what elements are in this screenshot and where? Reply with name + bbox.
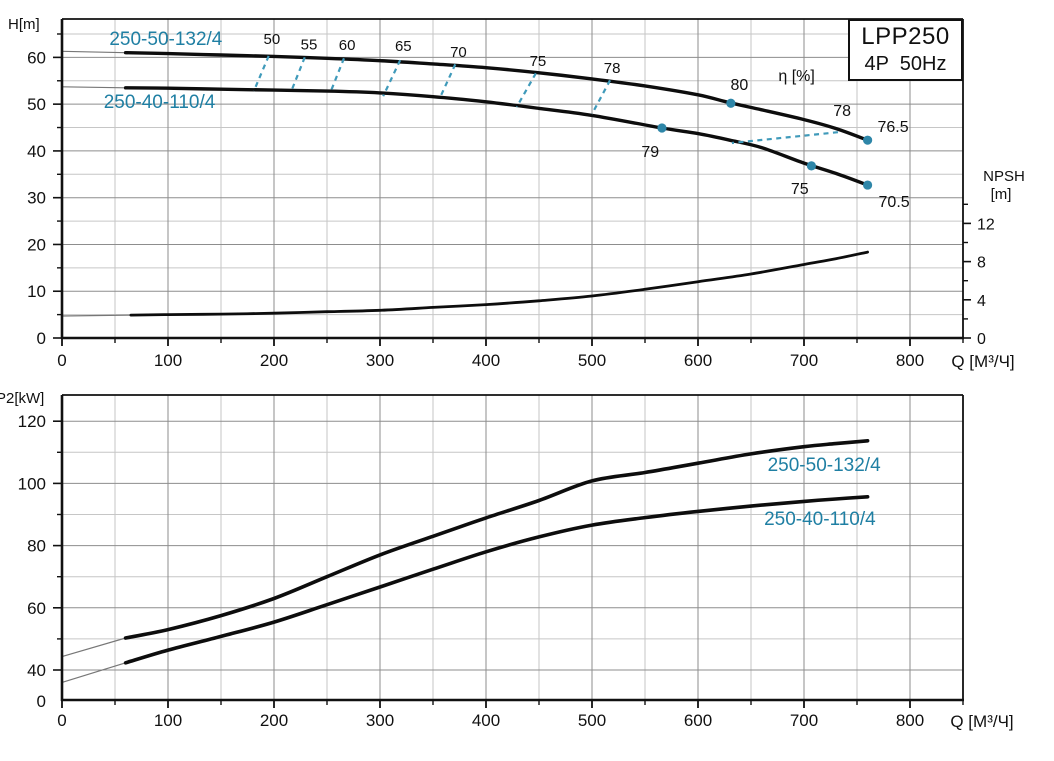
efficiency-label: 50 — [264, 31, 281, 48]
efficiency-label: η [%] — [778, 68, 814, 85]
y-axis-title: H[m] — [8, 16, 40, 33]
x-tick-label: 600 — [684, 711, 712, 730]
y-axis-zero-label: 0 — [37, 692, 46, 711]
efficiency-label: 76.5 — [877, 119, 908, 136]
efficiency-label: 78 — [833, 103, 851, 120]
efficiency-point — [863, 180, 873, 190]
curve-name-label: 250-40-110/4 — [764, 509, 876, 530]
y-tick-label: 40 — [27, 142, 46, 161]
x-tick-label: 400 — [472, 711, 500, 730]
x-tick-label: 100 — [154, 351, 182, 370]
efficiency-point — [863, 135, 873, 145]
x-tick-label: 200 — [260, 711, 288, 730]
x-tick-label: 300 — [366, 711, 394, 730]
x-tick-label: 800 — [896, 711, 924, 730]
y-tick-label: 100 — [18, 474, 46, 493]
efficiency-contour-50 — [252, 55, 270, 92]
efficiency-label: 65 — [395, 38, 412, 55]
x-axis-title: Q [М³/Ч] — [950, 712, 1013, 731]
efficiency-label: 75 — [530, 53, 547, 70]
curve-extension-head-250-50-132-4 — [61, 50, 126, 54]
efficiency-label: 75 — [791, 181, 809, 198]
y2-tick-label: 8 — [977, 255, 986, 272]
efficiency-contour-70 — [438, 63, 457, 100]
efficiency-contour-75 — [515, 72, 537, 108]
efficiency-point — [726, 98, 736, 108]
efficiency-contour-78 — [731, 131, 839, 145]
curve-name-label: 250-50-132/4 — [768, 455, 881, 476]
curve-extension-head-250-40-110-4 — [61, 86, 126, 89]
x-tick-label: 700 — [790, 711, 818, 730]
efficiency-label: 70 — [450, 44, 467, 61]
y2-tick-label: 4 — [977, 293, 986, 310]
x-tick-label: 100 — [154, 711, 182, 730]
curve-head-250-50-132-4 — [123, 51, 870, 142]
y-tick-label: 60 — [27, 599, 46, 618]
curve-extension-npsh-curve — [61, 314, 131, 317]
y-tick-label: 40 — [27, 661, 46, 680]
y-tick-label: 10 — [27, 282, 46, 301]
x-tick-label: 800 — [896, 351, 924, 370]
curve-p2-250-50-132-4 — [123, 439, 870, 640]
efficiency-label: 70.5 — [879, 194, 910, 211]
curve-head-250-40-110-4 — [123, 86, 870, 187]
efficiency-contour-55 — [289, 56, 306, 93]
y-tick-label: 30 — [27, 189, 46, 208]
x-axis-title: Q [М³/Ч] — [951, 352, 1014, 371]
curve-extension-p2-250-40-110-4 — [61, 662, 126, 683]
y-tick-label: 20 — [27, 235, 46, 254]
curve-name-label: 250-40-110/4 — [104, 92, 216, 113]
model-specs: 4P 50Hz — [864, 53, 947, 75]
x-tick-label: 400 — [472, 351, 500, 370]
y-axis-title: P2[kW] — [0, 390, 44, 407]
y-tick-label: 0 — [37, 329, 46, 348]
curve-extension-p2-250-50-132-4 — [61, 637, 126, 658]
npsh-axis-unit: [m] — [991, 186, 1012, 203]
x-tick-label: 600 — [684, 351, 712, 370]
y-tick-label: 120 — [18, 412, 46, 431]
curve-name-label: 250-50-132/4 — [109, 29, 222, 50]
x-tick-label: 0 — [57, 351, 66, 370]
efficiency-label: 78 — [604, 60, 621, 77]
efficiency-label: 80 — [730, 77, 748, 94]
x-tick-label: 700 — [790, 351, 818, 370]
efficiency-point — [806, 161, 817, 171]
efficiency-contour-78 — [591, 79, 611, 115]
curve-npsh-curve — [129, 250, 869, 317]
npsh-axis-title: NPSH — [983, 168, 1025, 185]
efficiency-label: 55 — [301, 36, 318, 53]
x-tick-label: 300 — [366, 351, 394, 370]
curve-p2-250-40-110-4 — [123, 495, 870, 665]
x-tick-label: 200 — [260, 351, 288, 370]
y2-tick-label: 0 — [977, 331, 986, 348]
model-box: LPP250 4P 50Hz — [848, 19, 963, 81]
efficiency-label: 60 — [339, 37, 356, 54]
model-number: LPP250 — [861, 23, 950, 50]
efficiency-contour-60 — [329, 57, 345, 94]
x-tick-label: 500 — [578, 351, 606, 370]
efficiency-point — [657, 123, 667, 133]
x-tick-label: 0 — [57, 711, 66, 730]
y-tick-label: 50 — [27, 95, 46, 114]
y2-tick-label: 12 — [977, 216, 995, 233]
efficiency-label: 79 — [641, 144, 659, 161]
efficiency-contour-65 — [382, 59, 402, 97]
y-tick-label: 80 — [27, 537, 46, 556]
x-tick-label: 500 — [578, 711, 606, 730]
y-tick-label: 60 — [27, 48, 46, 67]
